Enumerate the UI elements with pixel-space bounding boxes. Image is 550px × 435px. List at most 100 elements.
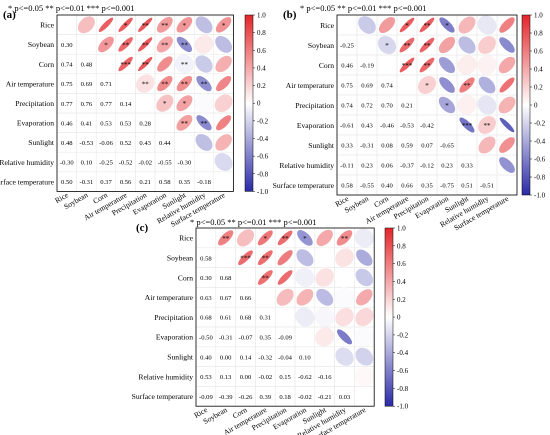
correlation-value: 0.44 (159, 140, 171, 147)
correlation-value: 0.67 (220, 295, 232, 302)
correlation-ellipse (459, 77, 475, 93)
correlation-value: -0.02 (138, 160, 152, 167)
significance-marker: *** (462, 122, 473, 130)
colorbar-tick-label: -0.8 (397, 385, 409, 393)
significance-marker: ** (161, 22, 169, 30)
correlation-ellipse (196, 115, 212, 131)
correlation-ellipse (257, 250, 273, 266)
row-label: Soybean (308, 41, 334, 50)
correlation-value: 0.28 (139, 120, 151, 127)
correlation-value: 0.21 (139, 179, 151, 186)
correlation-value: 0.77 (61, 101, 73, 108)
correlation-value: 0.75 (61, 81, 73, 88)
significance-marker: * (445, 22, 449, 30)
grid-cell (115, 73, 136, 94)
row-label: Surface temperature (132, 392, 194, 401)
correlation-ellipse (316, 229, 333, 247)
correlation-ellipse (314, 247, 335, 268)
correlation-value: -0.25 (340, 43, 354, 50)
correlation-ellipse (478, 36, 496, 54)
significance-marker: ** (424, 62, 432, 70)
significance-marker: * (104, 41, 108, 49)
correlation-value: 0.00 (240, 374, 252, 381)
correlation-value: 0.43 (361, 123, 373, 130)
correlation-ellipse (215, 17, 232, 33)
correlation-value: 0.53 (200, 374, 212, 381)
correlation-ellipse (157, 56, 173, 72)
correlation-value: 0.68 (200, 315, 212, 322)
grid-cell (274, 306, 296, 328)
correlation-value: 0.40 (381, 183, 393, 190)
correlation-value: -0.55 (158, 160, 172, 167)
row-label: Relative humidity (0, 158, 54, 167)
colorbar-tick-label: 1.0 (397, 225, 406, 233)
row-label: Surface temperature (0, 177, 55, 186)
correlation-ellipse (438, 56, 456, 74)
grid-cell (496, 174, 518, 196)
significance-marker: * (183, 100, 187, 108)
correlation-value: 0.07 (421, 143, 433, 150)
correlation-ellipse (478, 136, 496, 154)
row-label: Relative humidity (279, 161, 334, 170)
correlation-value: 0.51 (461, 183, 473, 190)
grid-cell (195, 227, 217, 249)
correlation-ellipse (354, 366, 375, 387)
significance-marker: * (385, 42, 389, 50)
correlation-ellipse (296, 288, 314, 306)
correlation-ellipse (98, 17, 114, 32)
correlation-ellipse (478, 116, 496, 134)
correlation-value: 0.77 (100, 101, 112, 108)
correlation-value: 0.23 (441, 163, 453, 170)
correlation-value: 0.50 (61, 179, 73, 186)
correlation-value: 0.03 (339, 394, 351, 401)
significance-marker: ** (161, 41, 169, 49)
correlation-value: -0.06 (99, 140, 113, 147)
correlation-ellipse (138, 56, 153, 72)
correlation-ellipse (499, 157, 515, 173)
significance-marker: * (405, 22, 409, 30)
significance-marker: ** (181, 61, 189, 69)
colorbar-tick-label: 1.0 (257, 12, 266, 20)
correlation-ellipse (295, 307, 315, 327)
row-label: Surface temperature (273, 181, 335, 190)
grid-cell (76, 34, 97, 55)
correlation-value: 0.33 (341, 143, 353, 150)
correlation-value: -0.31 (360, 143, 374, 150)
panel-label: (c) (136, 222, 149, 234)
correlation-value: -0.16 (318, 374, 332, 381)
correlation-value: 0.53 (100, 120, 112, 127)
correlation-ellipse (354, 327, 375, 347)
correlation-ellipse (156, 94, 174, 112)
correlation-value: -0.32 (258, 354, 272, 361)
correlation-ellipse (314, 307, 335, 327)
correlation-ellipse (419, 57, 435, 73)
correlation-value: 0.66 (240, 295, 252, 302)
correlation-ellipse (176, 36, 193, 53)
correlation-ellipse (257, 230, 273, 246)
correlation-value: -0.50 (199, 335, 213, 342)
correlation-value: 0.43 (139, 140, 151, 147)
significance-marker: * (264, 235, 268, 243)
correlation-value: 0.14 (120, 101, 132, 108)
row-label: Rice (179, 234, 194, 243)
grid-cell (95, 53, 117, 75)
correlation-ellipse (356, 289, 373, 306)
correlation-ellipse (499, 37, 515, 53)
correlation-value: 0.74 (381, 83, 393, 90)
significance-legend: * p<=0.05 ** p<=0.01 *** p<=0.001 (8, 3, 135, 13)
correlation-ellipse (498, 56, 516, 74)
grid-cell (174, 132, 195, 153)
colorbar-tick-label: -0.8 (534, 174, 546, 182)
correlation-ellipse (337, 329, 352, 345)
correlation-value: 0.46 (341, 63, 353, 70)
correlation-value: 0.31 (260, 315, 272, 322)
significance-marker: ** (262, 255, 270, 263)
row-label: Soybean (167, 254, 193, 263)
grid-cell (476, 154, 498, 176)
significance-marker: ** (222, 235, 230, 243)
correlation-value: 0.71 (100, 81, 112, 88)
significance-marker: ** (424, 22, 432, 30)
correlation-ellipse (238, 250, 253, 266)
correlation-ellipse (195, 16, 213, 34)
